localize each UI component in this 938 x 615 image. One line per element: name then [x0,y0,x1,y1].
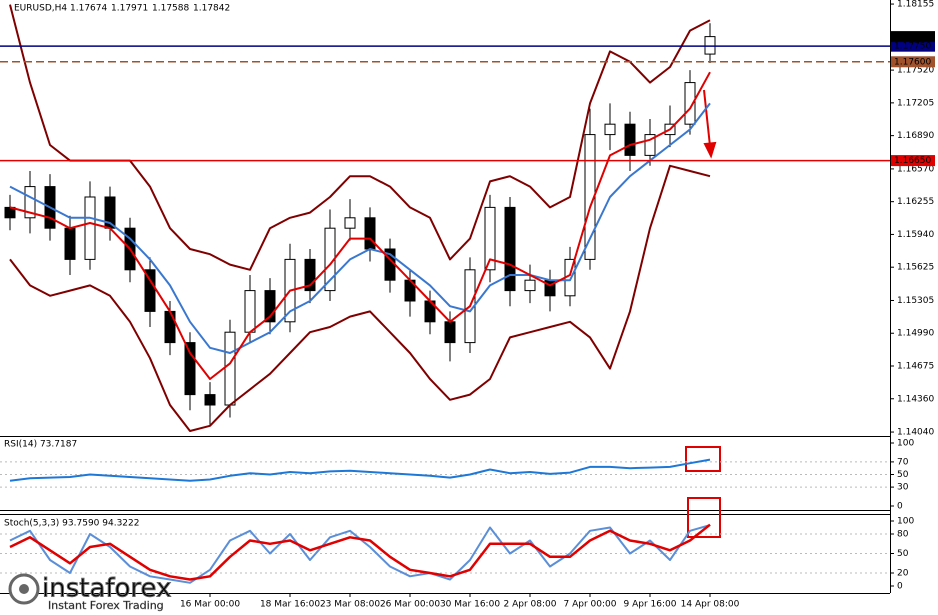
x-tick-label: 26 Mar 00:00 [380,600,440,610]
ohlc-open: 1.17674 [70,4,107,14]
candle-body [624,123,636,156]
ohlc-low: 1.17588 [152,4,189,14]
candle-body [524,279,536,292]
arrow-head [703,141,717,159]
y-tick-label: 1.16255 [897,197,934,207]
y-tick-label: 70 [897,457,909,467]
candle-body [704,36,716,55]
candle-body [364,217,376,250]
level-label-box [891,155,935,167]
y-tick-label: 0 [897,502,903,512]
ohlc-high: 1.17971 [111,4,148,14]
y-tick-label: 1.16890 [897,131,934,141]
candle-body [484,206,496,271]
y-tick-label: 1.15305 [897,296,934,306]
x-tick-label: 9 Apr 16:00 [624,600,677,610]
candle-body [244,290,256,333]
y-tick-label: 1.15940 [897,230,934,240]
rsi-title: RSI(14) 73.7187 [4,440,77,450]
series-line [9,71,711,380]
y-tick-label: 0 [897,582,903,592]
stoch-title: Stoch(5,3,3) 93.7590 94.3222 [4,519,139,529]
candle-body [304,258,316,292]
candle-body [164,310,176,344]
candle-body [604,123,616,136]
logo-name: instaforex [42,574,171,604]
candle-body [504,206,516,292]
highlight-box [685,446,721,472]
y-tick-label: 1.14675 [897,362,934,372]
candle-body [144,269,156,312]
level-label: 1.16650 [894,156,931,166]
y-tick-label: 1.16570 [897,164,934,174]
y-tick-label: 30 [897,483,909,493]
y-tick-label: 1.17205 [897,98,934,108]
y-tick-label: 1.18155 [897,0,934,10]
x-tick-label: 14 Apr 08:00 [681,600,740,610]
y-tick-label: 1.14360 [897,394,934,404]
level-label-box [891,56,935,68]
x-tick-label: 30 Mar 16:00 [440,600,500,610]
y-tick-label: 100 [897,517,914,527]
y-tick-label: 1.15625 [897,263,934,273]
x-tick-label: 18 Mar 16:00 [260,600,320,610]
x-tick-label: 23 Mar 08:00 [320,600,380,610]
frame [0,0,891,594]
y-tick-label: 50 [897,549,909,559]
candle-body [224,331,236,406]
price-label-box [891,31,935,43]
price-label: 1.17842 [894,32,931,42]
candle-body [644,134,656,156]
y-tick-label: 1.17520 [897,66,934,76]
arrow-shaft [703,89,711,147]
candle-body [444,321,456,344]
y-tick-label: 100 [897,439,914,449]
y-tick-label: 80 [897,530,909,540]
level-label: 1.17750 [894,42,931,52]
y-tick-label: 50 [897,470,909,480]
series-line [9,164,711,432]
y-tick-label: 1.14040 [897,428,934,438]
highlight-box [687,497,721,538]
chart-title: EURUSD,H4 [14,4,67,14]
logo: instaforex Instant Forex Trading [8,573,172,612]
candle-body [84,196,96,260]
series-line [9,458,711,482]
candle-body [264,290,276,323]
candle-body [204,394,216,406]
series-line [9,102,711,354]
candle-body [4,206,16,219]
y-tick-label: 20 [897,569,909,579]
x-tick-label: 7 Apr 00:00 [564,600,617,610]
y-tick-label: 1.14990 [897,329,934,339]
level-label: 1.17600 [894,57,931,67]
logo-icon [19,584,29,594]
candle-body [344,217,356,229]
x-tick-label: 2 Apr 08:00 [504,600,557,610]
x-tick-label: 16 Mar 00:00 [180,600,240,610]
logo-tagline: Instant Forex Trading [48,599,164,612]
candle-body [684,82,696,125]
series-line [9,523,711,581]
candle-body [24,186,36,219]
level-label-box [891,40,935,52]
annotations [685,89,721,538]
candle-body [184,342,196,396]
ohlc-close: 1.17842 [193,4,230,14]
candle-body [64,227,76,260]
